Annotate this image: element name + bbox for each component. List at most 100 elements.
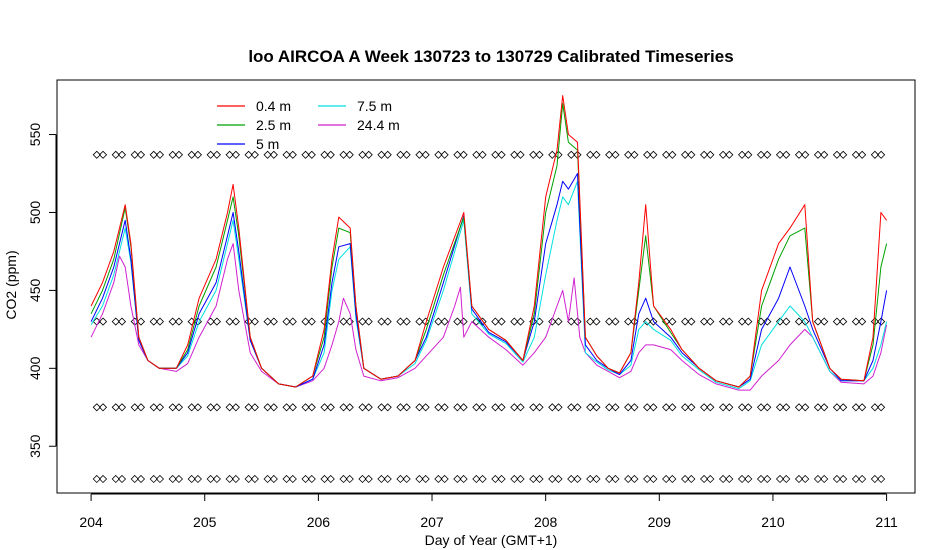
reference-marker — [225, 150, 234, 159]
reference-marker — [307, 403, 316, 412]
reference-marker — [794, 150, 804, 159]
reference-marker — [263, 474, 272, 484]
reference-marker — [377, 403, 386, 412]
reference-marker — [263, 317, 272, 326]
reference-marker — [269, 317, 278, 326]
reference-marker — [434, 474, 443, 484]
reference-marker — [459, 317, 468, 326]
reference-marker — [554, 317, 563, 326]
reference-marker — [687, 403, 696, 412]
reference-marker — [744, 474, 753, 484]
reference-marker — [681, 474, 690, 484]
reference-marker — [586, 150, 595, 159]
reference-marker — [586, 474, 595, 484]
reference-marker — [193, 150, 202, 159]
reference-marker — [130, 150, 139, 159]
reference-marker — [573, 317, 582, 326]
reference-marker — [624, 474, 633, 484]
reference-marker — [136, 317, 146, 326]
series-line-2-5-m — [90, 102, 888, 388]
reference-marker — [396, 474, 405, 484]
reference-marker — [624, 403, 633, 412]
reference-marker — [851, 150, 860, 159]
reference-marker — [288, 474, 297, 484]
reference-marker — [801, 474, 810, 484]
reference-marker — [649, 403, 658, 412]
reference-marker — [396, 317, 405, 326]
reference-marker — [434, 403, 443, 412]
reference-marker — [548, 403, 557, 412]
reference-marker — [573, 403, 582, 412]
series-line-0-4-m — [90, 95, 888, 388]
reference-marker — [548, 150, 557, 159]
reference-marker — [421, 474, 430, 484]
reference-marker — [737, 150, 747, 159]
chart-title: loo AIRCOA A Week 130723 to 130729 Calib… — [248, 47, 733, 66]
reference-marker — [510, 150, 519, 159]
reference-marker — [136, 474, 146, 484]
reference-marker — [263, 403, 272, 412]
reference-marker — [851, 317, 860, 326]
reference-marker — [782, 150, 791, 159]
reference-marker — [307, 474, 316, 484]
reference-marker — [782, 403, 791, 412]
reference-marker — [358, 403, 367, 412]
reference-marker — [174, 474, 184, 484]
reference-marker — [554, 474, 563, 484]
reference-marker — [643, 317, 652, 326]
reference-marker — [282, 474, 291, 484]
reference-marker — [193, 474, 202, 484]
reference-marker — [231, 474, 240, 484]
reference-marker — [326, 403, 335, 412]
reference-marker — [611, 150, 620, 159]
reference-marker — [737, 403, 747, 412]
reference-marker — [478, 474, 487, 484]
reference-marker — [478, 403, 487, 412]
reference-marker — [383, 150, 392, 159]
reference-marker — [377, 474, 386, 484]
reference-marker — [472, 150, 481, 159]
reference-marker — [345, 403, 354, 412]
reference-marker — [206, 150, 215, 159]
reference-marker — [643, 150, 652, 159]
reference-marker — [592, 150, 601, 159]
reference-marker — [813, 474, 823, 484]
reference-marker — [358, 317, 367, 326]
reference-marker — [244, 150, 253, 159]
reference-marker — [858, 474, 867, 484]
reference-marker — [497, 474, 506, 484]
reference-marker — [269, 474, 278, 484]
y-tick-label: 500 — [27, 201, 43, 225]
reference-marker — [681, 403, 690, 412]
reference-marker — [231, 403, 240, 412]
reference-marker — [98, 150, 108, 159]
reference-marker — [491, 403, 500, 412]
reference-marker — [168, 403, 177, 412]
reference-marker — [225, 317, 234, 326]
reference-marker — [402, 403, 411, 412]
reference-marker — [725, 150, 734, 159]
series-lines — [90, 95, 888, 391]
reference-marker — [763, 403, 772, 412]
y-tick-label: 350 — [27, 434, 43, 458]
reference-marker — [472, 317, 481, 326]
reference-marker — [775, 150, 785, 159]
reference-marker — [98, 474, 108, 484]
reference-marker — [377, 150, 386, 159]
reference-marker — [358, 474, 367, 484]
y-tick-label: 450 — [27, 279, 43, 303]
reference-markers — [92, 150, 886, 484]
reference-marker — [687, 474, 696, 484]
reference-marker — [700, 317, 709, 326]
reference-marker — [756, 317, 766, 326]
reference-marker — [756, 474, 766, 484]
reference-marker — [510, 403, 519, 412]
reference-marker — [250, 317, 259, 326]
reference-marker — [737, 474, 747, 484]
reference-marker — [269, 150, 278, 159]
reference-marker — [98, 403, 108, 412]
reference-marker — [586, 403, 595, 412]
reference-marker — [567, 403, 576, 412]
reference-marker — [149, 150, 158, 159]
